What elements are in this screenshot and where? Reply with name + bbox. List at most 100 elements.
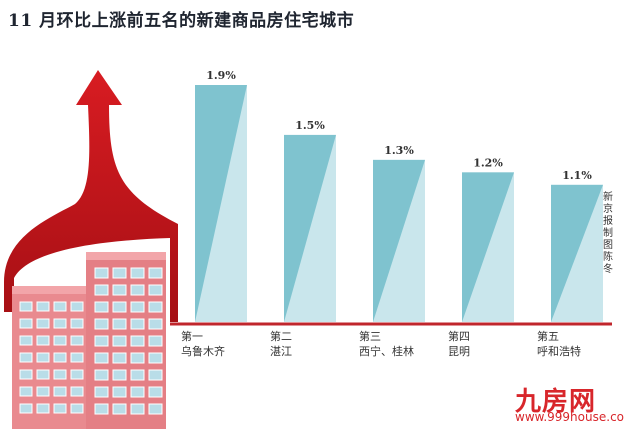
- building-window: [94, 386, 109, 398]
- building-window: [112, 403, 127, 415]
- category-rank-label: 第三: [359, 329, 381, 343]
- building-window: [112, 386, 127, 398]
- category-rank-label: 第五: [537, 329, 559, 343]
- building-window: [94, 267, 109, 279]
- building-window: [130, 352, 145, 364]
- building-window: [148, 284, 163, 296]
- building-window: [36, 386, 50, 397]
- building-window: [130, 318, 145, 330]
- bar-highlight: [373, 159, 425, 322]
- building-window: [112, 335, 127, 347]
- building-window: [36, 352, 50, 363]
- building-window: [70, 301, 84, 312]
- building-window: [112, 301, 127, 313]
- building-window: [19, 301, 33, 312]
- building-window: [130, 284, 145, 296]
- building-window: [94, 318, 109, 330]
- building-window: [148, 386, 163, 398]
- building-window: [19, 403, 33, 414]
- building-window: [130, 335, 145, 347]
- building-window: [53, 369, 67, 380]
- building-window: [53, 352, 67, 363]
- building-window: [19, 352, 33, 363]
- building-window: [148, 335, 163, 347]
- category-city-label: 乌鲁木齐: [181, 344, 225, 358]
- building-window: [130, 267, 145, 279]
- building-window: [94, 301, 109, 313]
- building-window: [53, 318, 67, 329]
- category-rank-label: 第一: [181, 329, 203, 343]
- watermark-url: www.999house.com: [515, 410, 625, 424]
- watermark-logo: 九房网: [515, 387, 597, 417]
- chart-title: 11 月环比上涨前五名的新建商品房住宅城市: [8, 11, 355, 31]
- bar-value-labels: 1.9% 1.5% 1.3% 1.2% 1.1%: [206, 69, 592, 182]
- building-window: [70, 352, 84, 363]
- category-city-label: 呼和浩特: [537, 344, 581, 358]
- building-window: [148, 267, 163, 279]
- building-window: [36, 369, 50, 380]
- building-window: [53, 386, 67, 397]
- bar-value-label: 1.2%: [473, 156, 503, 169]
- building-window: [148, 403, 163, 415]
- bar-value-label: 1.9%: [206, 69, 236, 82]
- building-window: [53, 301, 67, 312]
- bar-5: [551, 184, 603, 322]
- building-window: [19, 318, 33, 329]
- building-window: [70, 318, 84, 329]
- building-window: [112, 318, 127, 330]
- rising-arrow-icon: [4, 70, 178, 322]
- category-city-label: 昆明: [448, 345, 470, 358]
- building-window: [94, 284, 109, 296]
- building-window: [94, 335, 109, 347]
- bar-value-label: 1.5%: [295, 119, 325, 132]
- category-city-label: 湛江: [270, 345, 292, 358]
- bars-group: [195, 85, 603, 322]
- building-window: [112, 267, 127, 279]
- building-window: [70, 369, 84, 380]
- building-window: [36, 335, 50, 346]
- building-window: [112, 352, 127, 364]
- bar-highlight: [284, 134, 336, 322]
- category-rank-label: 第四: [448, 329, 470, 343]
- building-window: [36, 403, 50, 414]
- building-window: [94, 403, 109, 415]
- category-rank-label: 第二: [270, 329, 292, 343]
- bar-1: [195, 85, 247, 322]
- building-window: [130, 301, 145, 313]
- building-window: [148, 369, 163, 381]
- building-window: [112, 369, 127, 381]
- building-window: [36, 318, 50, 329]
- building-window: [70, 403, 84, 414]
- building-window: [130, 403, 145, 415]
- building-window: [70, 386, 84, 397]
- bar-3: [373, 159, 425, 322]
- building-window: [148, 352, 163, 364]
- bar-2: [284, 134, 336, 322]
- chart-credit: 新京报制图 陈冬: [603, 192, 613, 275]
- bar-highlight: [195, 85, 247, 322]
- building-window: [130, 369, 145, 381]
- bar-highlight: [551, 184, 603, 322]
- building-window: [70, 335, 84, 346]
- bar-highlight: [462, 172, 514, 322]
- building-window: [36, 301, 50, 312]
- building-window: [19, 335, 33, 346]
- building-window: [148, 318, 163, 330]
- building-window: [112, 284, 127, 296]
- bar-4: [462, 172, 514, 322]
- building-window: [94, 369, 109, 381]
- building-window: [53, 335, 67, 346]
- building-window: [130, 386, 145, 398]
- building-window: [148, 301, 163, 313]
- building-window: [19, 386, 33, 397]
- bar-value-label: 1.1%: [562, 169, 592, 182]
- buildings-illustration: [12, 252, 166, 429]
- building-window: [19, 369, 33, 380]
- building-window: [53, 403, 67, 414]
- bar-value-label: 1.3%: [384, 144, 414, 157]
- building-window: [94, 352, 109, 364]
- category-city-label: 西宁、桂林: [359, 344, 414, 358]
